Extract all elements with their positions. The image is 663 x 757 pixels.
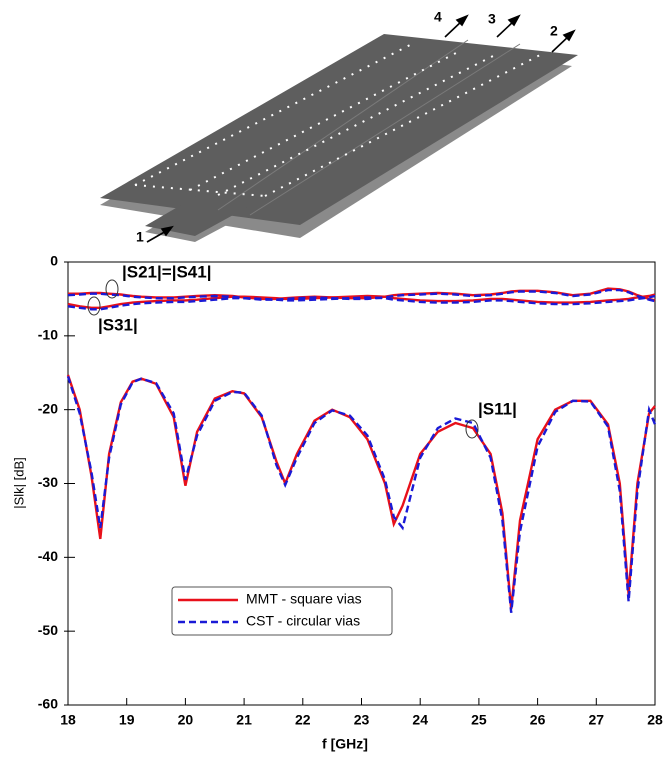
- series-line: [68, 376, 655, 612]
- y-tick-label: -50: [38, 622, 58, 638]
- y-tick-label: -20: [38, 400, 58, 416]
- y-tick-label: -10: [38, 327, 58, 343]
- figure: 1 2 3 4 1819202122232425262728-60-50-40-…: [0, 0, 663, 757]
- x-tick-label: 24: [412, 712, 428, 728]
- legend-label: CST - circular vias: [246, 613, 360, 629]
- legend-label: MMT - square vias: [246, 591, 362, 607]
- y-tick-label: -60: [38, 696, 58, 712]
- port-label: 2: [550, 23, 558, 39]
- board-top-layer: [100, 34, 578, 225]
- x-tick-label: 27: [589, 712, 605, 728]
- y-tick-label: -40: [38, 548, 58, 564]
- page: 1 2 3 4 1819202122232425262728-60-50-40-…: [0, 0, 663, 757]
- x-tick-label: 20: [178, 712, 194, 728]
- annotation: |S31|: [98, 315, 138, 334]
- annotation-ellipse: [88, 297, 100, 315]
- port-label: 4: [434, 9, 442, 25]
- x-tick-label: 26: [530, 712, 546, 728]
- x-tick-label: 28: [647, 712, 663, 728]
- x-tick-label: 23: [354, 712, 370, 728]
- x-tick-label: 21: [236, 712, 252, 728]
- x-axis-label: f [GHz]: [322, 736, 368, 752]
- y-tick-label: -30: [38, 474, 58, 490]
- y-tick-label: 0: [50, 253, 58, 269]
- x-tick-label: 25: [471, 712, 487, 728]
- series-line: [68, 375, 655, 609]
- annotation: |S21|=|S41|: [122, 262, 211, 281]
- annotation: |S11|: [478, 399, 517, 418]
- board-illustration: 1 2 3 4: [100, 9, 578, 245]
- port-label: 3: [488, 11, 496, 27]
- x-tick-label: 22: [295, 712, 311, 728]
- x-tick-label: 19: [119, 712, 135, 728]
- y-axis-label: |Slk| [dB]: [11, 457, 26, 509]
- port-label: 1: [136, 229, 144, 245]
- x-tick-label: 18: [60, 712, 76, 728]
- plot-frame: [68, 262, 655, 705]
